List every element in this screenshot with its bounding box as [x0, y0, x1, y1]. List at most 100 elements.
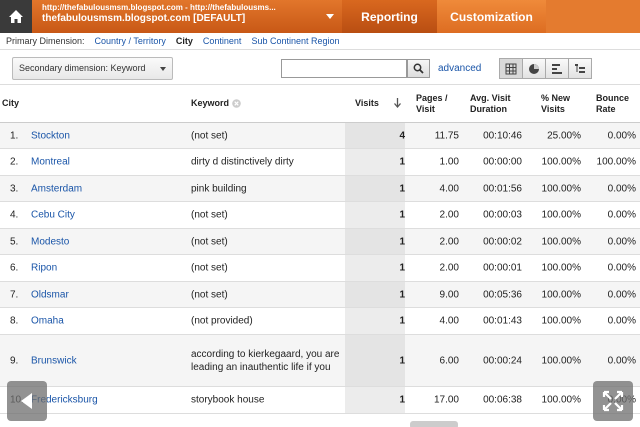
- avg-duration-value: 00:01:56: [483, 183, 522, 194]
- keyword-value: according to kierkegaard, you are leadin…: [191, 348, 340, 373]
- col-header-avg-duration[interactable]: Avg. Visit Duration: [470, 93, 511, 115]
- new-visits-value: 100.00%: [541, 394, 581, 406]
- visits-column-shade: [345, 202, 405, 228]
- visits-value: 1: [399, 289, 405, 300]
- keyword-value: (not set): [191, 209, 228, 221]
- remove-dimension-icon[interactable]: [232, 98, 241, 108]
- search-icon: [413, 63, 424, 74]
- col-header-new-line1: % New: [541, 93, 571, 103]
- bar-view-button[interactable]: [545, 58, 569, 79]
- search-button[interactable]: [407, 59, 430, 78]
- avg-duration-value: 00:00:02: [483, 236, 522, 247]
- row-index: 8.: [10, 315, 19, 327]
- horizontal-scrollbar[interactable]: [410, 421, 458, 427]
- row-index: 6.: [10, 262, 19, 274]
- visits-value: 1: [399, 394, 405, 406]
- account-selector[interactable]: http://thefabulousmsm.blogspot.com - htt…: [32, 0, 342, 33]
- visits-column-shade: [345, 149, 405, 175]
- col-header-pages-line2: Visit: [416, 104, 435, 114]
- city-link[interactable]: Omaha: [31, 315, 64, 327]
- dimension-subcontinent-link[interactable]: Sub Continent Region: [251, 36, 340, 46]
- visits-value: 1: [399, 355, 405, 366]
- visits-column-shade: [345, 282, 405, 307]
- dimension-country-link[interactable]: Country / Territory: [94, 36, 166, 46]
- pages-per-visit-value: 9.00: [439, 289, 459, 300]
- col-header-pages[interactable]: Pages / Visit: [416, 93, 448, 115]
- dimension-city-current: City: [175, 36, 193, 46]
- pages-per-visit-value: 17.00: [433, 394, 459, 406]
- secondary-dimension-dropdown[interactable]: Secondary dimension: Keyword: [12, 57, 173, 80]
- divider: [0, 49, 640, 50]
- pages-per-visit-value: 6.00: [439, 355, 459, 366]
- city-link[interactable]: Cebu City: [31, 209, 75, 221]
- visits-column-shade: [345, 229, 405, 254]
- visits-value: 1: [399, 262, 405, 274]
- bounce-rate-value: 0.00%: [607, 289, 636, 300]
- dimension-continent-link[interactable]: Continent: [202, 36, 242, 46]
- avg-duration-value: 00:00:03: [483, 209, 522, 221]
- visits-value: 1: [399, 183, 405, 194]
- row-index: 4.: [10, 209, 19, 221]
- visits-value: 1: [399, 156, 405, 168]
- keyword-value: (not set): [191, 289, 228, 300]
- col-header-keyword[interactable]: Keyword: [191, 98, 241, 108]
- visits-column-shade: [345, 255, 405, 281]
- home-button[interactable]: [0, 0, 32, 33]
- city-link[interactable]: Stockton: [31, 130, 70, 141]
- city-link[interactable]: Oldsmar: [31, 289, 69, 300]
- col-header-bounce-rate[interactable]: Bounce Rate: [596, 93, 629, 115]
- keyword-value: dirty d distinctively dirty: [191, 156, 294, 168]
- search-input[interactable]: [281, 59, 407, 78]
- data-table: City Keyword Visits Pages / Visit Avg. V…: [0, 84, 640, 427]
- table-view-button[interactable]: [499, 58, 523, 79]
- tab-reporting[interactable]: Reporting: [342, 0, 437, 33]
- view-switcher: [499, 58, 592, 79]
- table-row: 5. Modesto (not set) 1 2.00 00:00:02 100.00% 0.…: [0, 229, 640, 255]
- city-link[interactable]: Fredericksburg: [31, 394, 98, 406]
- city-link[interactable]: Ripon: [31, 262, 58, 274]
- new-visits-value: 100.00%: [541, 183, 581, 194]
- avg-duration-value: 00:00:24: [483, 355, 522, 366]
- city-link[interactable]: Modesto: [31, 236, 70, 247]
- keyword-value: storybook house: [191, 394, 265, 406]
- pie-view-button[interactable]: [522, 58, 546, 79]
- avg-duration-value: 00:05:36: [483, 289, 522, 300]
- fullscreen-button[interactable]: [593, 381, 633, 421]
- pages-per-visit-value: 2.00: [439, 236, 459, 247]
- city-link[interactable]: Montreal: [31, 156, 70, 168]
- home-icon: [9, 10, 23, 23]
- city-link[interactable]: Amsterdam: [31, 183, 83, 194]
- bounce-rate-value: 0.00%: [607, 183, 636, 194]
- row-index: 1.: [10, 130, 19, 141]
- bounce-rate-value: 0.00%: [607, 209, 636, 221]
- col-header-city[interactable]: City: [2, 98, 20, 108]
- col-header-visits[interactable]: Visits: [355, 98, 379, 108]
- avg-duration-value: 00:01:43: [483, 315, 522, 327]
- bounce-rate-value: 0.00%: [607, 130, 636, 141]
- col-header-new-visits[interactable]: % New Visits: [541, 93, 570, 115]
- bounce-rate-value: 0.00%: [607, 315, 636, 327]
- keyword-value: (not set): [191, 236, 228, 247]
- bounce-rate-value: 0.00%: [607, 355, 636, 366]
- topbar-filler: [546, 0, 640, 33]
- new-visits-value: 100.00%: [541, 315, 581, 327]
- col-header-bounce-line1: Bounce: [596, 93, 630, 103]
- city-link[interactable]: Brunswick: [31, 355, 77, 366]
- keyword-value: pink building: [191, 183, 247, 194]
- pages-per-visit-value: 1.00: [439, 156, 459, 168]
- pages-per-visit-value: 2.00: [439, 209, 459, 221]
- pages-per-visit-value: 2.00: [439, 262, 459, 274]
- visits-value: 1: [399, 315, 405, 327]
- new-visits-value: 100.00%: [541, 156, 581, 168]
- prev-button[interactable]: [7, 381, 47, 421]
- bar-view-icon: [552, 63, 562, 74]
- keyword-value: (not set): [191, 262, 228, 274]
- chevron-down-icon: [160, 67, 166, 71]
- tab-customization[interactable]: Customization: [437, 0, 546, 33]
- advanced-link[interactable]: advanced: [438, 63, 482, 74]
- avg-duration-value: 00:00:00: [483, 156, 522, 168]
- pivot-view-button[interactable]: [568, 58, 592, 79]
- new-visits-value: 100.00%: [541, 289, 581, 300]
- secondary-dimension-label: Secondary dimension: Keyword: [19, 63, 146, 73]
